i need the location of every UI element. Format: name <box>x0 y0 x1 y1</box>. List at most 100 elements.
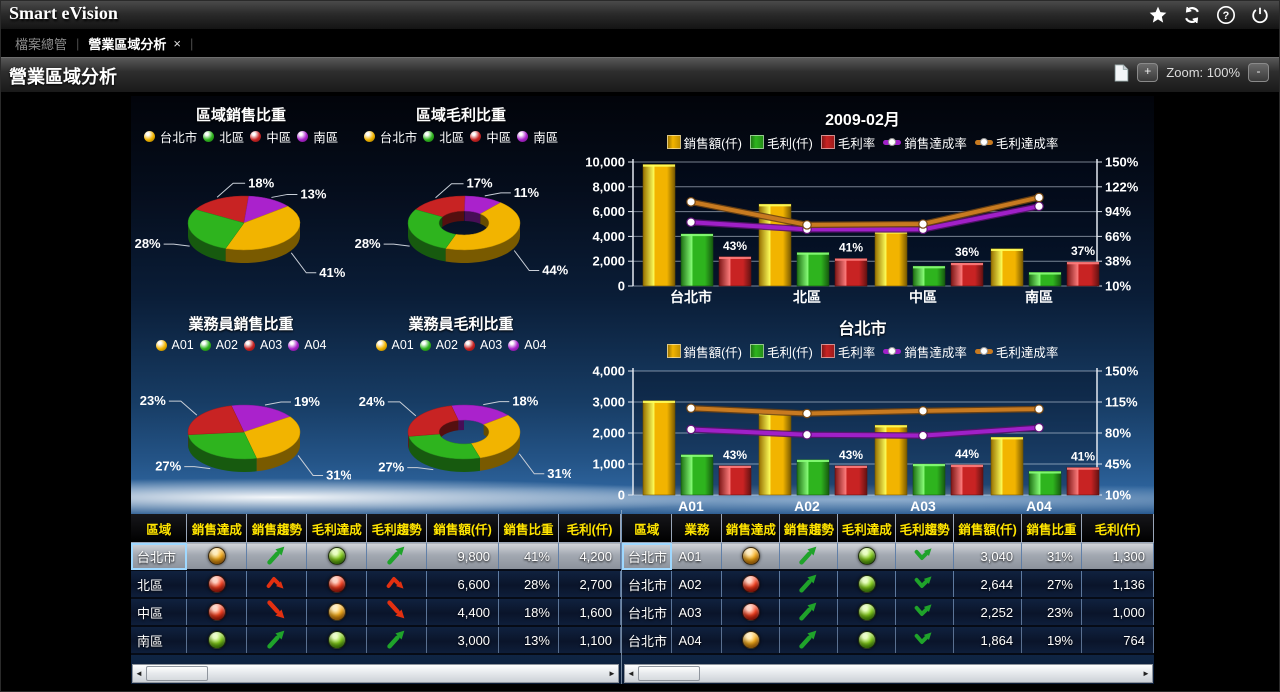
table-row[interactable]: 台北市 A02 2,644 27% 1,136 <box>622 570 1154 599</box>
donut-chart-canvas: 17% 11% 44% 28% <box>355 176 569 278</box>
value-cell: 2,700 <box>558 570 622 599</box>
table-row[interactable]: 台北市 A01 3,040 31% 1,300 <box>622 542 1154 571</box>
line-毛利達成率 <box>689 406 1041 416</box>
refresh-icon[interactable] <box>1181 4 1203 26</box>
trend-arrow-cell <box>895 570 955 599</box>
column-header[interactable]: 銷售趨勢 <box>779 514 839 543</box>
legend-item: A02 <box>419 338 458 352</box>
category-label: 南區 <box>1025 289 1053 305</box>
bar-value-label: 36% <box>955 245 979 259</box>
label-leader-line <box>216 182 246 198</box>
column-header[interactable]: 銷售達成 <box>186 514 248 543</box>
legend-bullet-icon <box>288 339 300 351</box>
trend-valley-arrow-icon <box>914 604 932 616</box>
label-cell: 台北市 <box>622 598 673 627</box>
column-header[interactable]: 毛利達成 <box>306 514 368 543</box>
bar-銷售額(仟) <box>990 436 1024 496</box>
svg-text:?: ? <box>1223 10 1230 22</box>
column-header[interactable]: 毛利(仟) <box>1081 514 1154 543</box>
chart-legend: 銷售額(仟) 毛利(仟) 毛利率 銷售達成率 毛利達成率 <box>571 339 1154 363</box>
value-cell: 31% <box>1021 542 1082 571</box>
pie-slice-wall <box>256 432 300 472</box>
status-light-cell <box>306 626 368 655</box>
legend-line-icon <box>974 138 993 146</box>
column-header[interactable]: 區域 <box>131 514 188 543</box>
line-point <box>686 197 696 207</box>
trend-down-arrow-icon <box>387 600 405 619</box>
line-point <box>1034 422 1044 433</box>
help-icon[interactable]: ? <box>1215 4 1237 26</box>
favorite-star-icon[interactable] <box>1147 4 1169 26</box>
legend-label: A04 <box>304 338 327 352</box>
combo-chart-canvas: 10,000 150% 8,000 122% 6,000 94% 4,000 66% 2,000… <box>585 155 1138 306</box>
scrollbar-thumb[interactable] <box>146 666 208 681</box>
legend-label: 中區 <box>266 130 292 145</box>
red-status-light-icon <box>327 575 346 593</box>
column-header[interactable]: 銷售額(仟) <box>426 514 500 543</box>
table-row[interactable]: 台北市 A04 1,864 19% 764 <box>622 626 1154 655</box>
column-header[interactable]: 毛利趨勢 <box>895 514 955 543</box>
status-light-cell <box>721 598 781 627</box>
column-header[interactable]: 銷售達成 <box>721 514 781 543</box>
legend-item: 毛利率 <box>820 342 875 361</box>
green-status-light-icon <box>327 547 346 565</box>
pie-slice <box>187 209 245 249</box>
table-row[interactable]: 台北市 9,800 41% 4,200 <box>131 542 622 571</box>
bar-毛利率 <box>834 258 868 287</box>
legend-item: A04 <box>508 338 547 352</box>
column-header[interactable]: 銷售比重 <box>498 514 559 543</box>
column-header[interactable]: 銷售趨勢 <box>246 514 308 543</box>
scroll-right-arrow-icon[interactable]: ► <box>608 669 616 678</box>
left-table-hscrollbar[interactable]: ◄ ► <box>132 664 619 683</box>
combo-charts-panel: 2009-02月 銷售額(仟) 毛利(仟) 毛利率 銷售達成率 毛利達成率 10,000… <box>571 96 1154 514</box>
donut-inner-wall <box>458 420 464 431</box>
legend-label: A02 <box>435 338 458 352</box>
status-light-cell <box>721 542 781 571</box>
column-header[interactable]: 區域 <box>622 514 673 543</box>
trend-up-arrow-icon <box>799 602 817 621</box>
label-cell: 台北市 <box>622 570 673 599</box>
zoom-in-button[interactable]: + <box>1137 63 1159 82</box>
right-table-hscrollbar[interactable]: ◄ ► <box>624 664 1153 683</box>
document-icon[interactable] <box>1114 63 1129 82</box>
scrollbar-thumb[interactable] <box>638 666 700 681</box>
trend-up-arrow-icon <box>267 546 285 565</box>
table-row[interactable]: 台北市 A03 2,252 23% 1,000 <box>622 598 1154 627</box>
legend-line-icon <box>974 347 993 355</box>
value-cell: 3,040 <box>953 542 1023 571</box>
column-header[interactable]: 銷售比重 <box>1021 514 1082 543</box>
column-header[interactable]: 業務 <box>671 514 723 543</box>
tab-sales-region-analysis[interactable]: 營業區域分析 <box>88 37 167 52</box>
right-axis-tick-label: 10% <box>1105 279 1131 294</box>
scroll-left-arrow-icon[interactable]: ◄ <box>135 669 143 678</box>
status-light-cell <box>186 626 248 655</box>
column-header[interactable]: 毛利趨勢 <box>366 514 428 543</box>
legend-line-icon <box>883 138 902 146</box>
column-header[interactable]: 毛利(仟) <box>558 514 622 543</box>
legend-item: 毛利率 <box>820 133 875 152</box>
line-point <box>918 430 928 441</box>
zoom-out-button[interactable]: - <box>1248 63 1269 82</box>
scroll-right-arrow-icon[interactable]: ► <box>1142 669 1150 678</box>
label-leader-line <box>513 250 540 271</box>
scroll-left-arrow-icon[interactable]: ◄ <box>627 669 635 678</box>
column-header[interactable]: 毛利達成 <box>837 514 897 543</box>
legend-item: 南區 <box>297 127 338 146</box>
pie-slice <box>187 405 245 435</box>
table-row[interactable]: 南區 3,000 13% 1,100 <box>131 626 622 655</box>
tab-close-icon[interactable]: × <box>173 36 182 51</box>
column-header[interactable]: 銷售額(仟) <box>953 514 1023 543</box>
combo-chart-canvas: 4,000 150% 3,000 115% 2,000 80% 1,000 45% 0 10% 43… <box>592 364 1138 515</box>
right-axis-tick-label: 45% <box>1105 457 1131 472</box>
legend-label: A01 <box>171 338 194 352</box>
legend-bullet-icon <box>464 339 475 351</box>
table-row[interactable]: 中區 4,400 18% 1,600 <box>131 598 622 627</box>
power-icon[interactable] <box>1249 4 1271 26</box>
green-status-light-icon <box>857 603 876 621</box>
table-row[interactable]: 北區 6,600 28% 2,700 <box>131 570 622 599</box>
tab-file-explorer[interactable]: 檔案總管 <box>15 37 68 52</box>
pie-percent-label: 44% <box>542 263 568 278</box>
chart-title: 業務員銷售比重 <box>188 316 294 333</box>
pie-slice-wall <box>188 223 226 262</box>
trend-up-arrow-icon <box>267 630 285 649</box>
